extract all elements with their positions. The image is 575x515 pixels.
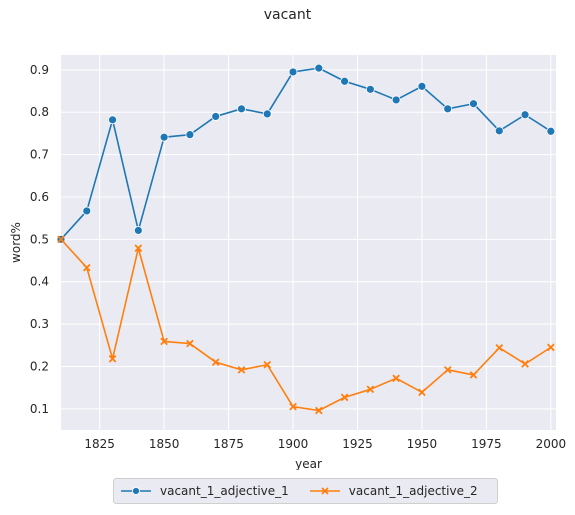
data-point: [340, 76, 349, 86]
data-point: [211, 112, 221, 121]
y-axis: 0.1 0.2 0.3 0.4 0.5 0.6 0.7 0.8 0.9: [30, 63, 49, 416]
plot-area: [61, 55, 556, 430]
data-point: [314, 406, 323, 415]
y-axis-label: word%: [9, 222, 23, 263]
x-tick-label: 1825: [84, 437, 115, 451]
data-point: [391, 95, 401, 105]
series-line: [60, 238, 552, 412]
y-tick-label: 0.6: [30, 190, 49, 204]
y-tick-label: 0.3: [30, 317, 49, 331]
legend-swatch-x-icon: [309, 487, 340, 495]
data-point: [133, 226, 143, 235]
data-point: [159, 132, 169, 142]
data-point: [340, 393, 349, 402]
x-tick-label: 1975: [471, 437, 502, 451]
data-point: [262, 109, 272, 119]
legend-item-series-2: vacant_1_adjective_2: [309, 484, 478, 498]
y-tick-label: 0.1: [30, 402, 49, 416]
data-point: [443, 104, 453, 114]
series-layer: [56, 63, 556, 415]
y-tick-label: 0.5: [30, 232, 49, 246]
x-tick-label: 1875: [213, 437, 244, 451]
chart-title: vacant: [263, 7, 312, 23]
legend-label-series-1: vacant_1_adjective_1: [160, 484, 289, 498]
data-point: [520, 110, 530, 120]
x-axis-label: year: [295, 457, 322, 470]
data-point: [443, 365, 452, 374]
data-point: [82, 206, 92, 216]
data-point: [57, 235, 65, 244]
data-point: [521, 360, 529, 368]
data-point: [469, 371, 478, 379]
series-2: [57, 235, 555, 415]
x-tick-label: 1950: [407, 437, 438, 451]
legend-label-series-2: vacant_1_adjective_2: [348, 484, 478, 498]
data-point: [134, 244, 143, 253]
data-point: [211, 358, 220, 367]
data-point: [160, 337, 168, 346]
data-point: [469, 99, 478, 109]
line-chart: 1825 1850 1875 1900 1925 1950 1975 2000 0.10.20…: [9, 55, 566, 470]
data-point: [82, 263, 91, 272]
data-point: [495, 343, 504, 352]
y-tick-label: 0.7: [30, 148, 49, 162]
x-tick-label: 1850: [149, 437, 180, 451]
data-point: [365, 84, 375, 94]
legend-swatch-circle-icon: [121, 487, 151, 495]
data-point: [289, 402, 297, 411]
legend: vacant_1_adjective_1 vacant_1_adjective_…: [113, 478, 498, 504]
data-point: [392, 374, 400, 383]
y-tick-label: 0.8: [30, 105, 49, 119]
data-point: [185, 130, 195, 140]
data-point: [494, 126, 504, 136]
data-point: [546, 126, 556, 136]
gridlines: [61, 55, 556, 430]
legend-item-series-1: vacant_1_adjective_1: [120, 484, 289, 498]
x-tick-label: 1925: [342, 437, 373, 451]
data-point: [366, 385, 375, 394]
data-point: [314, 63, 324, 73]
x-tick-label: 1900: [278, 437, 309, 451]
data-point: [237, 104, 246, 114]
data-point: [186, 339, 194, 348]
data-point: [263, 360, 272, 369]
data-point: [547, 343, 555, 352]
data-point: [417, 81, 427, 91]
y-tick-label: 0.4: [30, 275, 49, 289]
y-tick-label: 0.2: [30, 359, 49, 373]
x-tick-label: 2000: [536, 437, 567, 451]
data-point: [418, 388, 426, 397]
data-point: [237, 365, 246, 374]
data-point: [108, 115, 117, 125]
data-point: [288, 67, 298, 77]
y-tick-label: 0.9: [30, 63, 49, 77]
x-axis: 1825 1850 1875 1900 1925 1950 1975 2000: [84, 437, 566, 451]
data-point: [108, 354, 117, 363]
